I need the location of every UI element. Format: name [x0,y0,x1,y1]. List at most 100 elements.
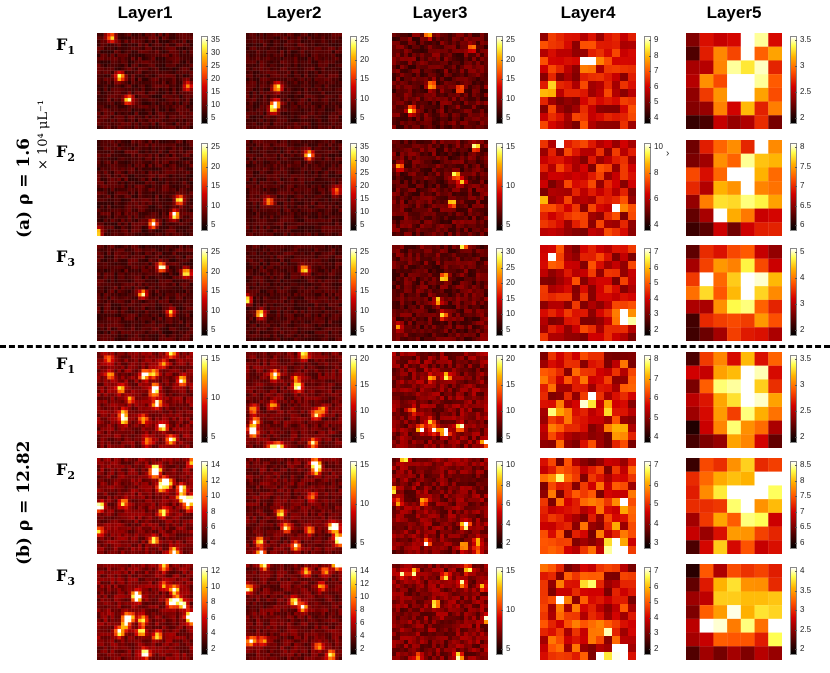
heat-cell [392,61,397,66]
heat-cell [412,33,417,38]
heat-cell [699,46,714,61]
heat-cell [484,160,488,165]
heat-cell [331,222,336,226]
heat-cell [270,218,274,223]
heat-cell [246,63,250,68]
heat-cell [179,111,183,116]
heat-cell [145,208,149,213]
heat-cell [165,218,170,223]
heat-cell [141,153,146,158]
heat-cell [189,150,193,154]
heat-cell [480,45,485,50]
heat-cell [179,87,183,92]
heat-cell [273,164,277,168]
heat-cell [114,108,118,112]
heat-cell [318,157,322,161]
heat-cell [124,53,128,58]
heat-cell [314,215,319,219]
heat-cell [114,125,118,129]
heat-cell [287,229,291,233]
heat-cell [249,146,253,151]
heat-cell [110,70,115,75]
heat-cell [287,191,291,195]
heat-cell [280,39,284,44]
heat-cell [440,33,445,38]
heat-cell [189,215,193,219]
heat-cell [304,70,308,75]
heat-cell [444,121,449,126]
heat-cell [314,74,319,78]
heat-cell [412,164,417,169]
heat-cell [335,170,339,175]
heat-cell [162,245,166,249]
heat-cell [412,73,417,78]
heat-cell [252,53,257,58]
heat-cell [424,81,429,86]
heat-cell [564,33,573,42]
heat-cell [420,196,425,201]
heat-cell [276,218,281,223]
heat-cell [138,262,142,266]
heat-cell [604,180,613,189]
heat-cell [335,146,339,151]
heat-cell [464,176,469,181]
heat-cell [148,225,152,230]
heat-cell [580,156,589,165]
heat-cell [276,153,281,158]
heat-cell [440,168,445,173]
heat-cell [335,188,339,192]
heat-cell [300,184,305,189]
heat-cell [107,143,111,147]
heat-cell [252,184,257,189]
heat-cell [141,122,146,126]
feature-label-a-f3: F3 [56,247,75,269]
heat-cell [151,167,156,171]
heat-cell [97,111,101,116]
heat-cell [266,87,271,92]
heat-cell [754,208,769,223]
heat-cell [452,125,457,129]
heat-cell [297,98,301,102]
heat-cell [713,153,728,168]
heat-cell [408,73,413,78]
feature-subscript: 1 [67,44,76,58]
heat-cell [699,87,714,102]
colorbar-tick-label: 8 [800,142,805,151]
heat-cell [151,157,156,161]
heat-cell [148,177,152,182]
heat-cell [472,144,477,149]
heat-cell [287,39,291,44]
heat-cell [145,81,149,85]
heat-cell [620,228,629,236]
heat-cell [263,208,267,213]
heat-cell [148,63,152,68]
heat-cell [179,198,183,202]
heat-cell [311,153,315,158]
heat-cell [283,212,288,216]
heat-cell [331,33,336,37]
heat-cell [107,157,111,161]
heat-cell [331,157,336,161]
heat-cell [444,224,449,229]
heat-cell [97,33,101,37]
heat-cell [328,198,332,202]
heat-cell [249,215,253,219]
heat-cell [145,245,149,249]
heat-cell [448,204,453,209]
heat-cell [392,85,397,90]
heat-cell [314,218,319,223]
heat-cell [331,184,336,189]
heat-cell [484,109,488,114]
heat-cell [324,91,329,95]
heat-cell [172,262,176,266]
heat-cell [121,53,125,58]
heat-cell [155,46,159,51]
heat-cell [311,43,315,47]
heat-cell [100,33,104,37]
colorbar-tick-label: 15 [506,74,515,83]
heat-cell [165,258,170,263]
heat-cell [424,121,429,126]
heat-cell [148,232,152,236]
heat-cell [134,229,139,233]
heat-cell [189,125,193,129]
